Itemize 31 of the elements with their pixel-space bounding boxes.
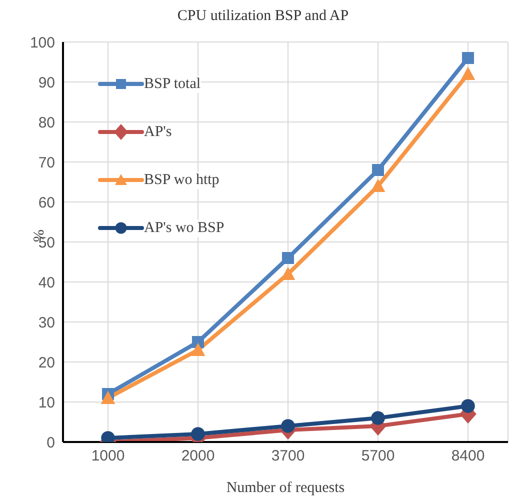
y-tick-label: 60 bbox=[38, 194, 55, 212]
y-tick-label: 10 bbox=[38, 394, 55, 412]
y-tick-label: 0 bbox=[46, 434, 55, 452]
point bbox=[371, 411, 385, 425]
point bbox=[460, 66, 476, 80]
y-tick-label: 90 bbox=[38, 74, 55, 92]
x-axis-title: Number of requests bbox=[226, 480, 345, 496]
y-tick-label: 20 bbox=[38, 354, 55, 372]
y-tick-label: 70 bbox=[38, 154, 55, 172]
legend-label: BSP wo http bbox=[144, 172, 220, 188]
legend-label: BSP total bbox=[144, 76, 201, 92]
point bbox=[281, 419, 295, 433]
point bbox=[372, 164, 384, 176]
point bbox=[282, 252, 294, 264]
legend-label: AP's bbox=[144, 124, 172, 140]
y-tick-label: 100 bbox=[30, 34, 55, 52]
point bbox=[370, 178, 386, 192]
x-tick-label: 3700 bbox=[271, 448, 305, 465]
legend-label: AP's wo BSP bbox=[144, 220, 224, 236]
x-tick-label: 5700 bbox=[361, 448, 395, 465]
chart-title: CPU utilization BSP and AP bbox=[176, 8, 350, 26]
point bbox=[462, 52, 474, 64]
point bbox=[190, 342, 206, 356]
y-tick-label: 40 bbox=[38, 274, 55, 292]
point bbox=[461, 399, 475, 413]
y-tick-label: 80 bbox=[38, 114, 55, 132]
point bbox=[100, 390, 116, 404]
x-tick-label: 1000 bbox=[91, 448, 125, 465]
x-tick-label: 2000 bbox=[181, 448, 215, 465]
y-tick-label: 30 bbox=[38, 314, 55, 332]
x-tick-label: 8400 bbox=[451, 448, 485, 465]
